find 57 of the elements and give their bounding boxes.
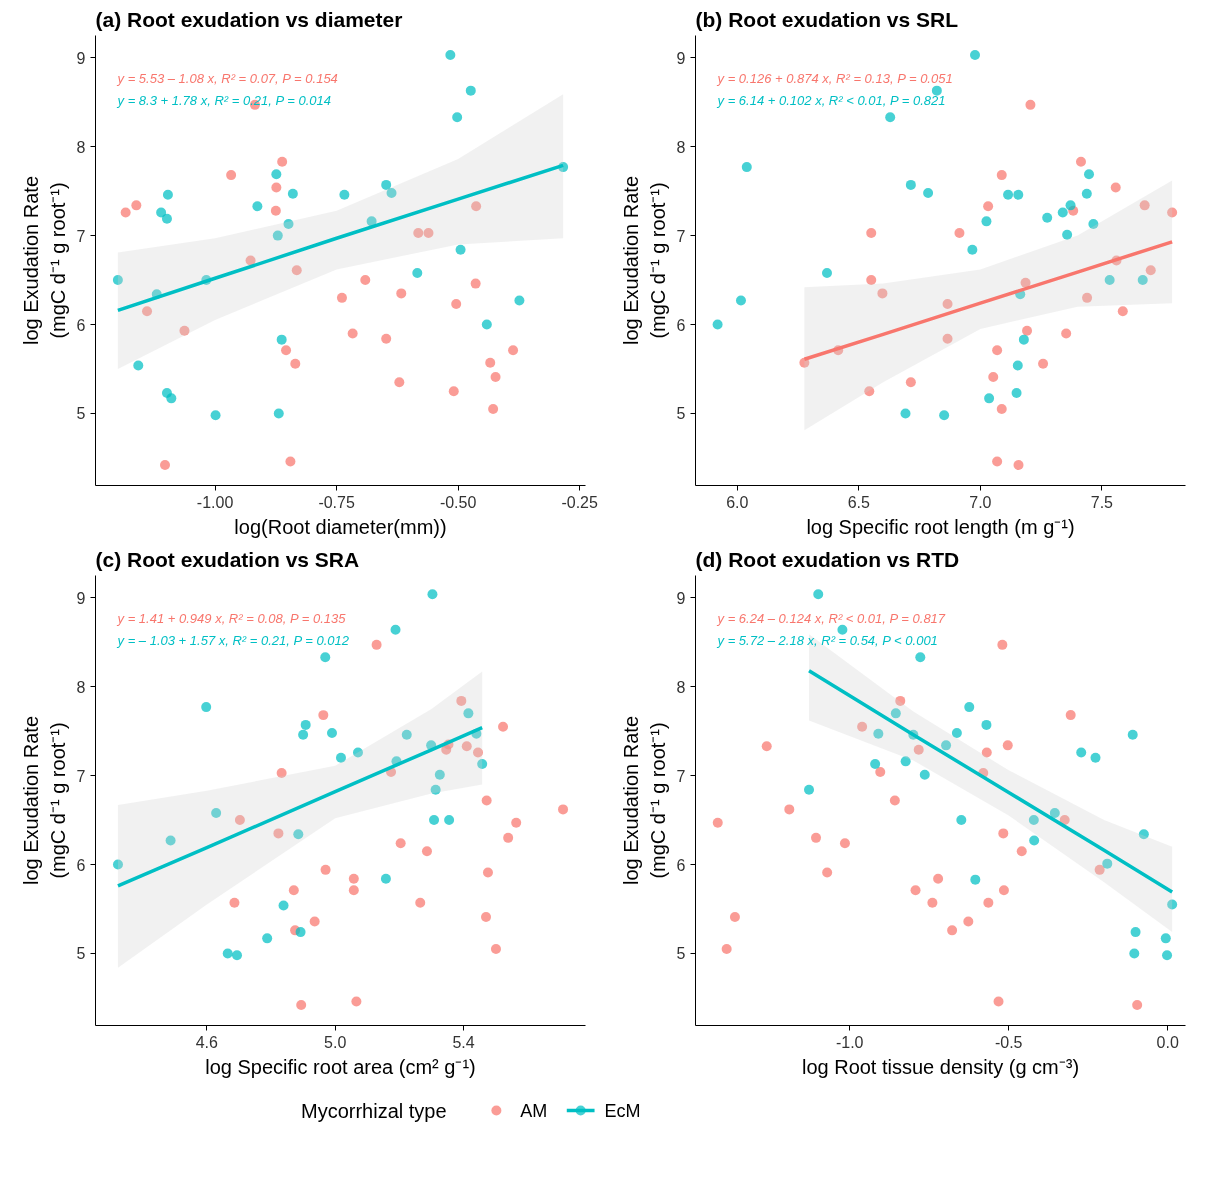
y-tick-label: 5 — [676, 405, 686, 423]
chart-title: (b) Root exudation vs SRL — [695, 7, 959, 31]
x-tick-label: 7.0 — [969, 493, 992, 511]
annotation: y = 6.14 + 0.102 x, R² < 0.01, P = 0.821 — [716, 93, 946, 109]
x-tick-label: -0.25 — [561, 493, 598, 511]
chart-title: (c) Root exudation vs SRA — [95, 547, 360, 571]
y-tick-label: 6 — [76, 856, 86, 874]
y-tick-label: 9 — [76, 589, 86, 607]
annotation: y = – 1.03 + 1.57 x, R² = 0.21, P = 0.012 — [116, 633, 350, 649]
x-axis-title: log Root tissue density (g cm⁻³) — [801, 1055, 1080, 1078]
legend-label: EcM — [604, 1100, 641, 1121]
x-tick-label: 0.0 — [1156, 1033, 1179, 1051]
y-axis-title: log Exudation Rate (mgC d⁻¹ g root⁻¹) — [620, 175, 669, 345]
y-tick-label: 8 — [676, 678, 686, 696]
annotation: y = 1.41 + 0.949 x, R² = 0.08, P = 0.135 — [116, 610, 347, 626]
x-tick-label: 4.6 — [195, 1033, 219, 1051]
x-tick-label: 7.5 — [1090, 493, 1114, 511]
y-tick-label: 7 — [676, 767, 686, 785]
y-axis-title: log Exudation Rate (mgC d⁻¹ g root⁻¹) — [20, 715, 69, 885]
y-tick-label: 7 — [76, 227, 86, 245]
y-tick-label: 9 — [76, 49, 86, 67]
y-tick-label: 5 — [76, 945, 86, 963]
chart-title: (a) Root exudation vs diameter — [95, 7, 403, 31]
x-tick-label: -1.0 — [835, 1033, 864, 1051]
y-tick-label: 8 — [676, 138, 686, 156]
y-tick-label: 5 — [76, 405, 86, 423]
legend-label: AM — [520, 1100, 548, 1121]
y-tick-label: 7 — [676, 227, 686, 245]
y-tick-label: 8 — [76, 138, 86, 156]
y-axis-title: log Exudation Rate (mgC d⁻¹ g root⁻¹) — [620, 715, 669, 885]
y-axis-title: log Exudation Rate (mgC d⁻¹ g root⁻¹) — [20, 175, 69, 345]
annotation: y = 0.126 + 0.874 x, R² = 0.13, P = 0.051 — [716, 70, 953, 86]
y-tick-label: 8 — [76, 678, 86, 696]
x-tick-label: 6.0 — [726, 493, 749, 511]
y-tick-label: 6 — [676, 856, 686, 874]
x-tick-label: 6.5 — [847, 493, 871, 511]
x-axis-title: log Specific root length (m g⁻¹) — [806, 515, 1075, 538]
y-tick-label: 5 — [676, 945, 686, 963]
y-tick-label: 6 — [76, 316, 86, 334]
x-tick-label: 5.4 — [452, 1033, 475, 1051]
x-tick-label: 5.0 — [324, 1033, 347, 1051]
x-tick-label: -1.00 — [196, 493, 234, 511]
chart-title: (d) Root exudation vs RTD — [695, 547, 960, 571]
legend-title: Mycorrhizal type — [301, 1099, 447, 1122]
y-tick-label: 6 — [676, 316, 686, 334]
x-tick-label: -0.5 — [994, 1033, 1023, 1051]
annotation: y = 5.72 – 2.18 x, R² = 0.54, P < 0.001 — [716, 633, 938, 649]
x-axis-title: log(Root diameter(mm)) — [234, 515, 447, 538]
annotation: y = 6.24 – 0.124 x, R² < 0.01, P = 0.817 — [716, 610, 946, 626]
annotation: y = 8.3 + 1.78 x, R² = 0.21, P = 0.014 — [116, 93, 331, 109]
annotation: y = 5.53 – 1.08 x, R² = 0.07, P = 0.154 — [116, 70, 338, 86]
x-tick-label: -0.50 — [439, 493, 477, 511]
x-axis-title: log Specific root area (cm² g⁻¹) — [205, 1055, 476, 1078]
x-tick-label: -0.75 — [318, 493, 355, 511]
y-tick-label: 7 — [76, 767, 86, 785]
y-tick-label: 9 — [676, 49, 686, 67]
y-tick-label: 9 — [676, 589, 686, 607]
